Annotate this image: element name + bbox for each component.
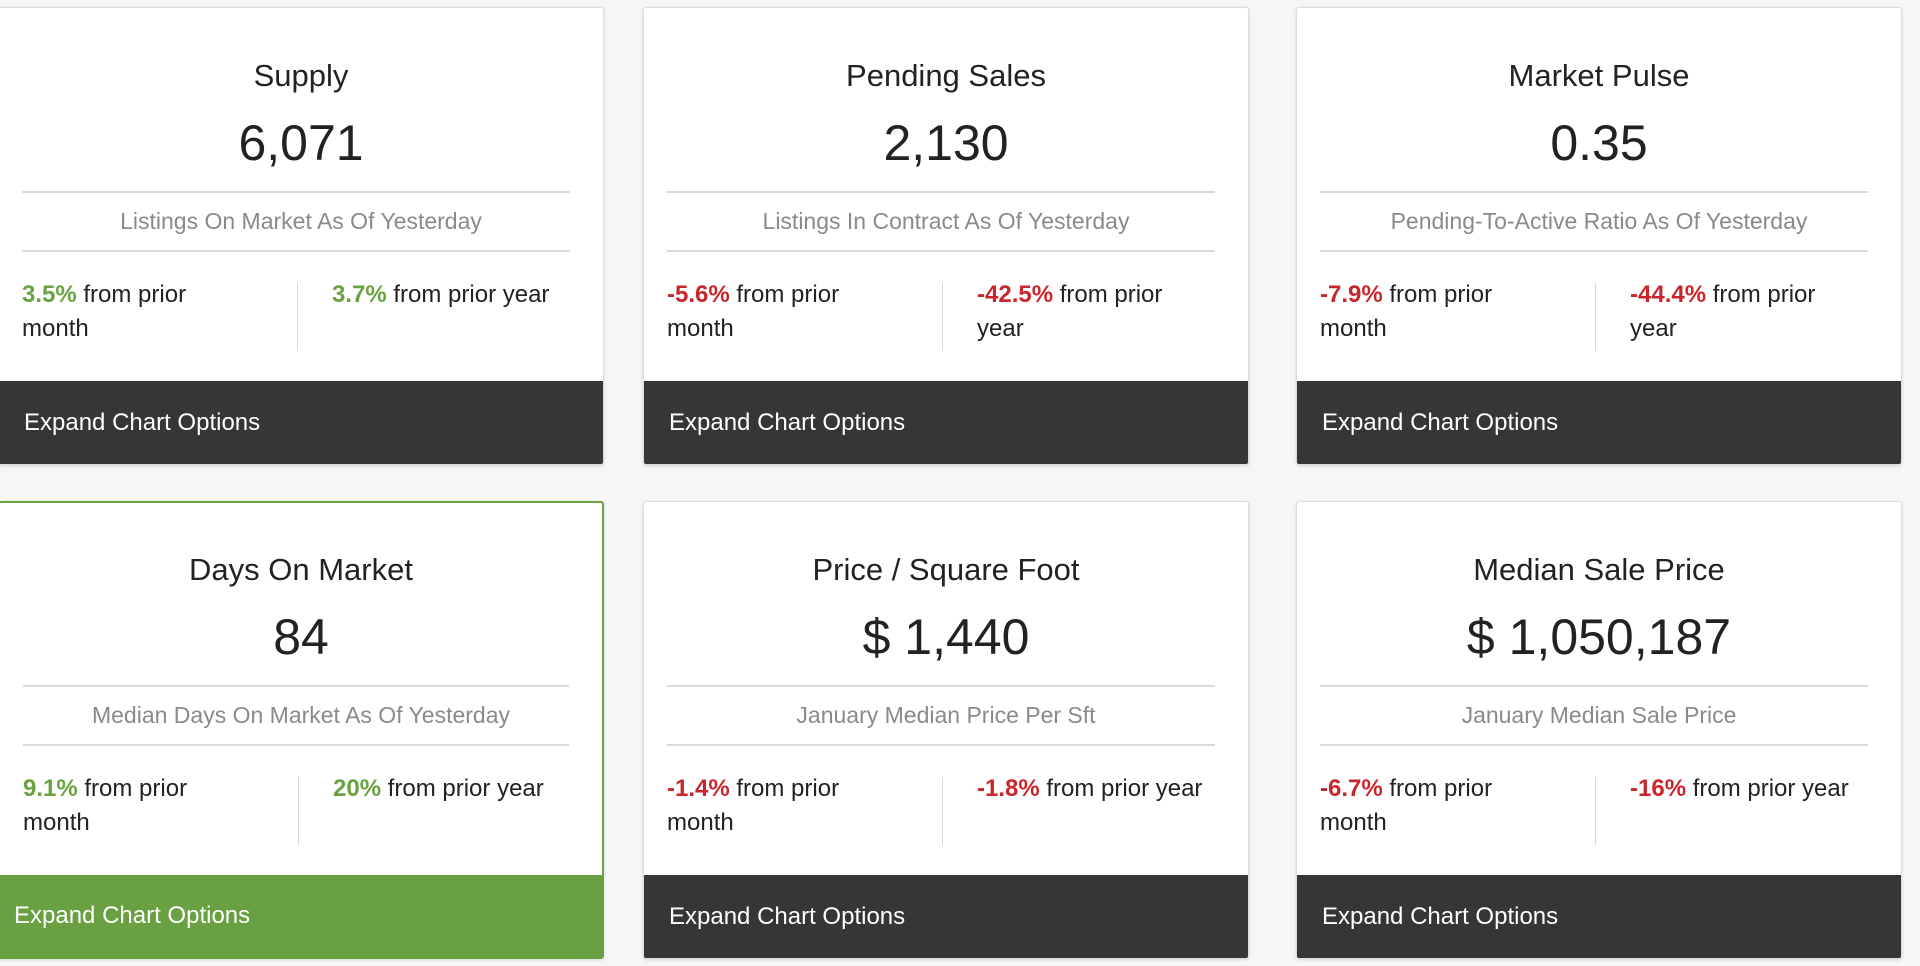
year-change-pct: -1.8% xyxy=(977,775,1040,802)
month-change: 3.5% from prior month xyxy=(22,278,242,346)
year-change: -42.5% from prior year xyxy=(977,278,1207,346)
card-subtitle: Listings On Market As Of Yesterday xyxy=(120,208,482,234)
card-subtitle: Listings In Contract As Of Yesterday xyxy=(762,208,1130,234)
divider xyxy=(23,744,569,746)
card-title: Price / Square Foot xyxy=(812,552,1080,587)
expand-chart-options-button[interactable]: Expand Chart Options xyxy=(0,875,602,957)
card-title: Median Sale Price xyxy=(1473,552,1725,587)
stat-divider xyxy=(297,283,298,351)
stat-divider xyxy=(942,777,943,845)
month-change-pct: -6.7% xyxy=(1320,775,1383,802)
card-supply: Supply 6,071 Listings On Market As Of Ye… xyxy=(0,7,604,465)
card-value: $ 1,440 xyxy=(862,609,1030,665)
year-change-pct: -42.5% xyxy=(977,281,1054,308)
expand-chart-options-button[interactable]: Expand Chart Options xyxy=(644,381,1248,464)
divider xyxy=(22,191,570,193)
card-value: 84 xyxy=(273,609,329,665)
card-market-pulse: Market Pulse 0.35 Pending-To-Active Rati… xyxy=(1296,7,1902,465)
card-value: 2,130 xyxy=(883,115,1009,171)
divider xyxy=(667,191,1215,193)
divider xyxy=(667,250,1215,252)
divider xyxy=(22,250,570,252)
year-change-pct: 3.7% xyxy=(332,281,387,308)
card-price-per-square-foot: Price / Square Foot $ 1,440 January Medi… xyxy=(643,501,1249,959)
expand-chart-options-button[interactable]: Expand Chart Options xyxy=(644,875,1248,958)
card-title: Market Pulse xyxy=(1508,58,1690,93)
month-change-text: from prior month xyxy=(23,775,188,836)
year-change-text: from prior year xyxy=(1692,775,1849,802)
card-days-on-market: Days On Market 84 Median Days On Market … xyxy=(0,501,604,959)
divider xyxy=(667,685,1215,687)
divider xyxy=(23,685,569,687)
month-change-text: from prior month xyxy=(667,775,840,836)
expand-chart-options-button[interactable]: Expand Chart Options xyxy=(1297,875,1901,958)
month-change-pct: 3.5% xyxy=(22,281,77,308)
stat-divider xyxy=(1595,777,1596,845)
divider xyxy=(1320,685,1868,687)
year-change: -1.8% from prior year xyxy=(977,772,1207,806)
card-subtitle: January Median Price Per Sft xyxy=(796,702,1096,728)
card-subtitle: Pending-To-Active Ratio As Of Yesterday xyxy=(1390,208,1808,234)
card-subtitle: January Median Sale Price xyxy=(1461,702,1737,728)
card-title: Supply xyxy=(253,58,349,93)
month-change: -7.9% from prior month xyxy=(1320,278,1540,346)
stat-divider xyxy=(942,283,943,351)
month-change-pct: -5.6% xyxy=(667,281,730,308)
year-change: 3.7% from prior year xyxy=(332,278,562,312)
month-change-pct: -7.9% xyxy=(1320,281,1383,308)
divider xyxy=(667,744,1215,746)
card-title: Pending Sales xyxy=(846,58,1046,93)
month-change: -5.6% from prior month xyxy=(667,278,887,346)
month-change: 9.1% from prior month xyxy=(23,772,243,840)
card-value: $ 1,050,187 xyxy=(1466,609,1732,665)
year-change-text: from prior year xyxy=(387,775,544,802)
stat-divider xyxy=(1595,283,1596,351)
divider xyxy=(1320,191,1868,193)
year-change: 20% from prior year xyxy=(333,772,563,806)
year-change-text: from prior year xyxy=(393,281,550,308)
month-change-text: from prior month xyxy=(1320,775,1493,836)
year-change-text: from prior year xyxy=(1046,775,1203,802)
divider xyxy=(1320,250,1868,252)
month-change: -1.4% from prior month xyxy=(667,772,887,840)
expand-chart-options-button[interactable]: Expand Chart Options xyxy=(0,381,603,464)
divider xyxy=(1320,744,1868,746)
month-change-text: from prior month xyxy=(1320,281,1493,342)
year-change-pct: 20% xyxy=(333,775,382,802)
card-median-sale-price: Median Sale Price $ 1,050,187 January Me… xyxy=(1296,501,1902,959)
card-value: 0.35 xyxy=(1550,115,1648,171)
card-subtitle: Median Days On Market As Of Yesterday xyxy=(91,702,511,728)
card-pending-sales: Pending Sales 2,130 Listings In Contract… xyxy=(643,7,1249,465)
year-change-pct: -44.4% xyxy=(1630,281,1707,308)
card-value: 6,071 xyxy=(238,115,364,171)
month-change: -6.7% from prior month xyxy=(1320,772,1540,840)
month-change-pct: 9.1% xyxy=(23,775,78,802)
expand-chart-options-button[interactable]: Expand Chart Options xyxy=(1297,381,1901,464)
month-change-pct: -1.4% xyxy=(667,775,730,802)
year-change-text: from prior year xyxy=(1630,281,1816,342)
year-change: -16% from prior year xyxy=(1630,772,1860,806)
year-change: -44.4% from prior year xyxy=(1630,278,1860,346)
stat-divider xyxy=(298,777,299,845)
year-change-pct: -16% xyxy=(1630,775,1687,802)
year-change-text: from prior year xyxy=(977,281,1163,342)
card-title: Days On Market xyxy=(189,552,413,587)
month-change-text: from prior month xyxy=(667,281,840,342)
month-change-text: from prior month xyxy=(22,281,187,342)
